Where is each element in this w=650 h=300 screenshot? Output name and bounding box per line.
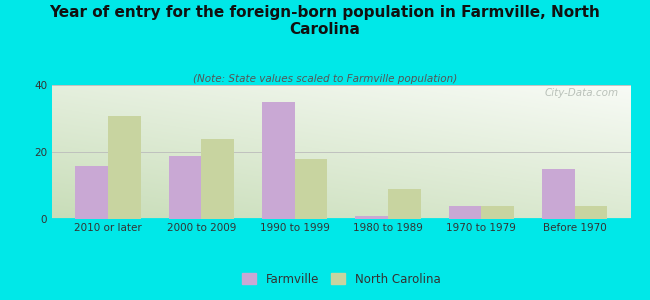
Bar xyxy=(75,166,108,219)
Bar xyxy=(542,169,575,219)
Bar xyxy=(108,116,140,219)
Text: City-Data.com: City-Data.com xyxy=(545,88,619,98)
Text: Year of entry for the foreign-born population in Farmville, North
Carolina: Year of entry for the foreign-born popul… xyxy=(49,4,601,37)
Bar xyxy=(202,139,234,219)
Bar xyxy=(168,156,202,219)
Bar xyxy=(481,206,514,219)
Bar xyxy=(294,159,327,219)
Bar xyxy=(356,216,388,219)
Bar xyxy=(575,206,607,219)
Bar xyxy=(262,102,294,219)
Legend: Farmville, North Carolina: Farmville, North Carolina xyxy=(237,268,445,290)
Bar xyxy=(448,206,481,219)
Text: (Note: State values scaled to Farmville population): (Note: State values scaled to Farmville … xyxy=(193,74,457,83)
Bar xyxy=(388,189,421,219)
